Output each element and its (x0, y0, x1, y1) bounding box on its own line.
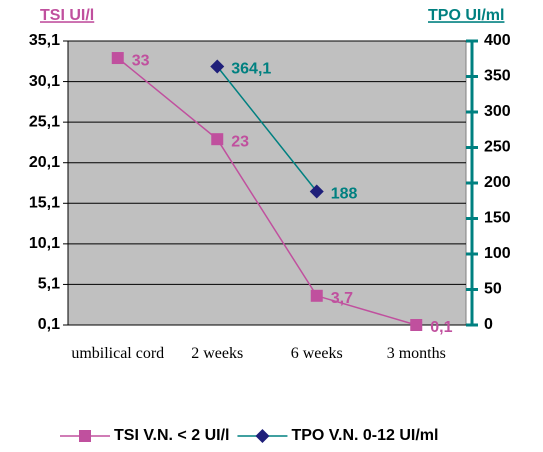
y2-tick-label: 250 (484, 139, 511, 156)
y-tick-label: 35,1 (29, 32, 60, 49)
legend-label: TPO V.N. 0-12 UI/ml (291, 427, 438, 444)
y2-tick-label: 200 (484, 174, 511, 191)
plot-area (67, 40, 467, 326)
y-tick-label: 20,1 (29, 154, 60, 171)
data-label: 33 (132, 52, 150, 69)
y2-tick-label: 0 (484, 316, 493, 333)
data-point (310, 289, 323, 302)
y-tick-label: 0,1 (38, 316, 60, 333)
y-axis-title: TSI UI/l (40, 7, 94, 24)
y-tick-label: 10,1 (29, 235, 60, 252)
data-label: 364,1 (231, 61, 271, 78)
y2-tick-label: 100 (484, 245, 511, 262)
y-tick-label: 25,1 (29, 113, 60, 130)
y2-tick-label: 300 (484, 103, 511, 120)
series-line (117, 57, 417, 326)
data-label: 188 (331, 186, 358, 203)
x-tick-label: 2 weeks (191, 345, 244, 362)
data-label: 0,1 (430, 319, 452, 336)
y2-tick-label: 400 (484, 32, 511, 49)
y2-axis-title: TPO UI/ml (428, 7, 504, 24)
x-tick-label: umbilical cord (71, 345, 165, 362)
data-label: 3,7 (331, 290, 353, 307)
data-point (111, 52, 124, 65)
y2-tick-label: 350 (484, 68, 511, 85)
y-tick-label: 5,1 (38, 276, 60, 293)
data-point (211, 133, 224, 146)
data-point (210, 59, 225, 74)
y-tick-label: 30,1 (29, 73, 60, 90)
x-tick-label: 6 weeks (290, 345, 343, 362)
x-tick-label: 3 months (386, 345, 446, 362)
y-tick-label: 15,1 (29, 195, 60, 212)
y2-tick-label: 150 (484, 210, 511, 227)
legend-label: TSI V.N. < 2 UI/l (114, 427, 229, 444)
legend-marker (79, 430, 91, 442)
data-label: 23 (231, 133, 249, 150)
legend-marker (255, 429, 270, 443)
data-point (410, 319, 423, 331)
data-point (309, 184, 324, 199)
y2-tick-label: 50 (484, 281, 502, 298)
series-line (216, 66, 318, 192)
